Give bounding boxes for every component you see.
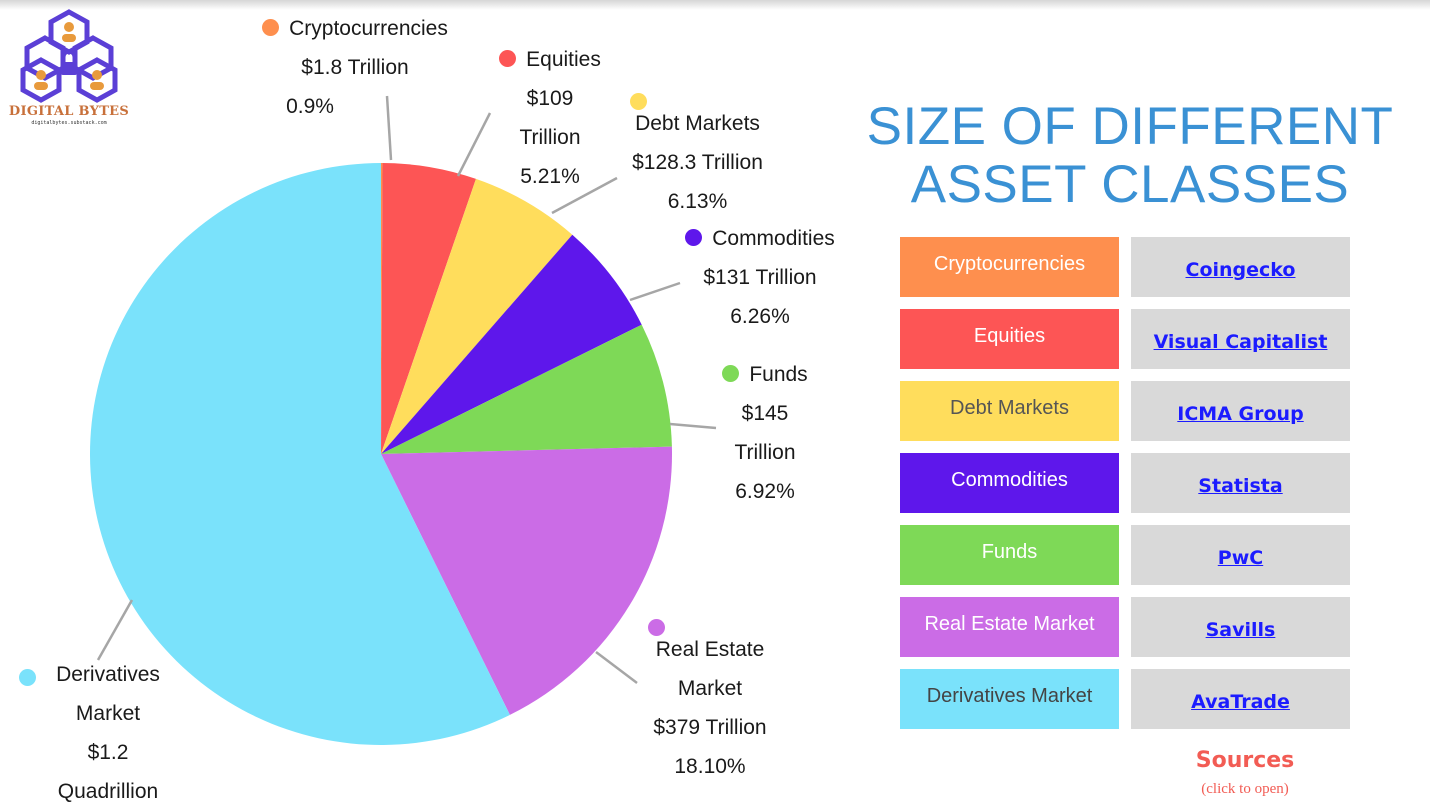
pie-label-derivatives: Derivatives Market $1.2 Quadrillion — [28, 655, 188, 811]
pie-label-crypto: Cryptocurrencies $1.8 Trillion 0.9% — [240, 9, 470, 126]
pie-label-crypto-name: Cryptocurrencies — [289, 17, 448, 40]
legend-dot-equities — [499, 50, 517, 67]
category-box-derivatives-market: Derivatives Market — [900, 669, 1119, 729]
pie-label-derivatives-name2: Market — [75, 702, 141, 725]
pie-label-funds-percent: 6.92% — [735, 480, 795, 503]
source-box-equities: Visual Capitalist — [1131, 309, 1350, 369]
legend-dot-commodities — [685, 229, 703, 246]
pie-label-commodities: Commodities $131 Trillion 6.26% — [650, 219, 870, 336]
sources-hint: (click to open) — [1201, 781, 1289, 797]
legend-dot-derivatives — [19, 669, 36, 686]
source-box-funds: PwC — [1131, 525, 1350, 585]
logo-brand-text: DIGITAL BYTES — [8, 104, 130, 119]
pie-label-equities-percent: 5.21% — [520, 165, 580, 188]
leader-line-debt — [551, 176, 618, 215]
pie-label-equities-unit: Trillion — [519, 126, 581, 149]
pie-label-equities: Equities $109 Trillion 5.21% — [470, 40, 630, 196]
legend-dot-funds — [722, 365, 740, 382]
pie-label-equities-value: $109 — [526, 87, 574, 110]
page-title-line-1: SIZE OF DIFFERENT — [866, 97, 1394, 156]
pie-label-derivatives-unit: Quadrillion — [57, 780, 159, 803]
legend-dot-debt — [630, 93, 647, 110]
category-box-debt-markets: Debt Markets — [900, 381, 1119, 441]
hexagon-network-icon — [20, 9, 118, 103]
category-box-cryptocurrencies: Cryptocurrencies — [900, 237, 1119, 297]
source-link-coingecko[interactable]: Coingecko — [1185, 259, 1296, 281]
pie-label-derivatives-name: Derivatives — [56, 663, 160, 686]
pie-label-debt-value: $128.3 Trillion — [632, 151, 763, 174]
sources-title: Sources — [1195, 748, 1295, 773]
pie-label-debt-percent: 6.13% — [667, 190, 728, 213]
pie-label-funds: Funds $145 Trillion 6.92% — [690, 355, 840, 511]
top-shadow-bar — [0, 0, 1430, 10]
pie-label-crypto-value: $1.8 Trillion — [301, 56, 409, 79]
pie-slice-derivatives-market — [90, 163, 510, 745]
source-link-pwc[interactable]: PwC — [1217, 547, 1264, 569]
category-box-funds: Funds — [900, 525, 1119, 585]
category-box-commodities: Commodities — [900, 453, 1119, 513]
pie-label-commodities-name: Commodities — [712, 227, 835, 250]
leader-line-commodities — [629, 281, 681, 302]
page-title-line-2: ASSET CLASSES — [910, 155, 1350, 214]
pie-label-equities-name: Equities — [526, 48, 601, 71]
source-box-derivatives-market: AvaTrade — [1131, 669, 1350, 729]
pie-label-debt-name: Debt Markets — [635, 112, 760, 135]
pie-label-realestate-percent: 18.10% — [674, 755, 746, 778]
source-link-icma-group[interactable]: ICMA Group — [1177, 403, 1304, 425]
source-box-real-estate-market: Savills — [1131, 597, 1350, 657]
pie-slice-commodities — [381, 234, 642, 454]
leader-line-funds — [669, 422, 717, 430]
pie-label-funds-value: $145 — [741, 402, 789, 425]
source-box-cryptocurrencies: Coingecko — [1131, 237, 1350, 297]
pie-slice-real-estate-market — [381, 446, 673, 715]
source-box-commodities: Statista — [1131, 453, 1350, 513]
pie-label-funds-name: Funds — [749, 363, 808, 386]
pie-label-debt: Debt Markets $128.3 Trillion 6.13% — [605, 104, 790, 221]
pie-slice-cryptocurrencies — [381, 162, 383, 454]
category-box-equities: Equities — [900, 309, 1119, 369]
pie-label-commodities-value: $131 Trillion — [703, 266, 817, 289]
pie-slice-equities — [381, 163, 476, 454]
source-link-savills[interactable]: Savills — [1205, 619, 1276, 641]
source-link-statista[interactable]: Statista — [1198, 475, 1283, 497]
pie-label-realestate: Real Estate Market $379 Trillion 18.10% — [630, 630, 790, 786]
category-box-real-estate-market: Real Estate Market — [900, 597, 1119, 657]
pie-label-realestate-name2: Market — [677, 677, 743, 700]
pie-slice-funds — [381, 324, 672, 454]
legend-dot-crypto — [262, 19, 280, 36]
source-box-debt-markets: ICMA Group — [1131, 381, 1350, 441]
pie-label-crypto-percent: 0.9% — [286, 95, 334, 118]
page-title: SIZE OF DIFFERENT ASSET CLASSES — [838, 98, 1422, 214]
digital-bytes-logo: DIGITAL BYTES digitalbytes.substack.com — [6, 8, 132, 128]
logo-url-text: digitalbytes.substack.com — [31, 120, 107, 126]
source-link-visual-capitalist[interactable]: Visual Capitalist — [1153, 331, 1328, 353]
source-link-avatrade[interactable]: AvaTrade — [1191, 691, 1290, 713]
pie-label-commodities-percent: 6.26% — [730, 305, 790, 328]
leader-line-derivatives — [96, 599, 134, 661]
pie-label-derivatives-value: $1.2 — [87, 741, 129, 764]
pie-slice-debt-markets — [381, 178, 573, 454]
pie-label-realestate-value: $379 Trillion — [653, 716, 767, 739]
leader-line-crypto — [385, 95, 393, 161]
leader-line-realestate — [595, 651, 638, 684]
leader-line-equities — [456, 112, 492, 177]
pie-label-realestate-name: Real Estate — [655, 638, 765, 661]
pie-label-funds-unit: Trillion — [734, 441, 796, 464]
legend-dot-realestate — [648, 619, 665, 636]
